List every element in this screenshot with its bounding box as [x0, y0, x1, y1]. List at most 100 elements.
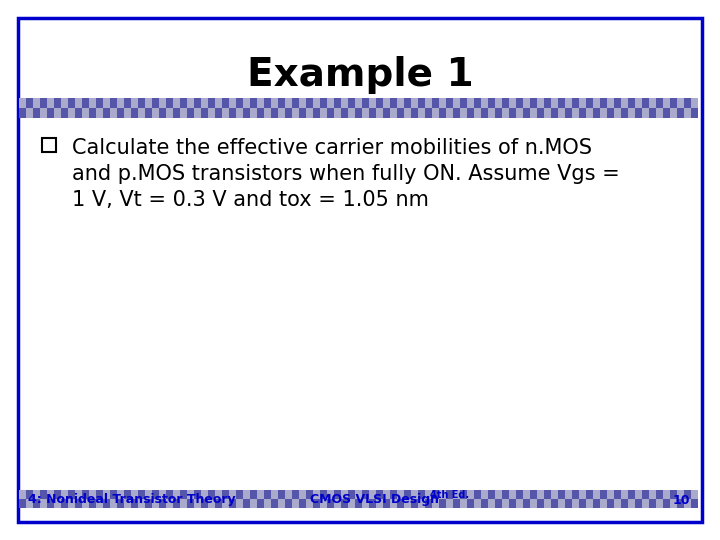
Bar: [131, 499, 138, 508]
Bar: [691, 499, 698, 508]
Bar: [670, 98, 677, 108]
Bar: [369, 108, 376, 118]
Bar: [145, 499, 152, 508]
Bar: [502, 108, 509, 118]
Bar: [334, 98, 341, 108]
Bar: [33, 108, 40, 118]
Bar: [68, 499, 75, 508]
Bar: [607, 499, 614, 508]
Bar: [96, 98, 103, 108]
Bar: [26, 98, 33, 108]
Bar: [593, 108, 600, 118]
Bar: [516, 108, 523, 118]
Bar: [313, 499, 320, 508]
Text: 1 V, Vt = 0.3 V and tox = 1.05 nm: 1 V, Vt = 0.3 V and tox = 1.05 nm: [72, 190, 429, 210]
Bar: [467, 98, 474, 108]
Bar: [628, 98, 635, 108]
Bar: [341, 499, 348, 508]
Bar: [551, 98, 558, 108]
Bar: [390, 490, 397, 499]
Bar: [222, 108, 229, 118]
Bar: [327, 499, 334, 508]
Bar: [432, 98, 439, 108]
Bar: [96, 490, 103, 499]
Bar: [215, 108, 222, 118]
Bar: [166, 490, 173, 499]
Bar: [544, 108, 551, 118]
Bar: [635, 490, 642, 499]
Bar: [285, 108, 292, 118]
Bar: [194, 490, 201, 499]
Bar: [411, 108, 418, 118]
Bar: [271, 499, 278, 508]
Bar: [117, 499, 124, 508]
Bar: [684, 499, 691, 508]
Text: and p.MOS transistors when fully ON. Assume Vgs =: and p.MOS transistors when fully ON. Ass…: [72, 164, 620, 184]
Bar: [649, 108, 656, 118]
Bar: [593, 490, 600, 499]
Bar: [418, 490, 425, 499]
Bar: [446, 108, 453, 118]
Bar: [306, 98, 313, 108]
Bar: [89, 98, 96, 108]
Bar: [502, 490, 509, 499]
Bar: [138, 490, 145, 499]
Bar: [516, 490, 523, 499]
Bar: [537, 98, 544, 108]
Bar: [488, 499, 495, 508]
Bar: [264, 490, 271, 499]
Bar: [285, 499, 292, 508]
Bar: [320, 490, 327, 499]
Text: 4: Nonideal Transistor Theory: 4: Nonideal Transistor Theory: [28, 494, 235, 507]
Bar: [607, 490, 614, 499]
Bar: [236, 490, 243, 499]
Bar: [89, 490, 96, 499]
Bar: [467, 490, 474, 499]
Bar: [306, 108, 313, 118]
Bar: [75, 499, 82, 508]
Bar: [208, 108, 215, 118]
Bar: [299, 108, 306, 118]
Bar: [61, 490, 68, 499]
Bar: [327, 108, 334, 118]
Bar: [621, 98, 628, 108]
Bar: [103, 499, 110, 508]
Bar: [243, 108, 250, 118]
Bar: [460, 98, 467, 108]
Bar: [516, 98, 523, 108]
Bar: [544, 499, 551, 508]
Bar: [530, 499, 537, 508]
Bar: [572, 499, 579, 508]
Bar: [439, 499, 446, 508]
Bar: [257, 490, 264, 499]
Bar: [523, 108, 530, 118]
Bar: [425, 98, 432, 108]
Bar: [439, 490, 446, 499]
Bar: [124, 108, 131, 118]
Bar: [47, 499, 54, 508]
Bar: [656, 108, 663, 118]
Bar: [530, 108, 537, 118]
Bar: [579, 98, 586, 108]
Bar: [474, 108, 481, 118]
Bar: [250, 490, 257, 499]
Bar: [614, 98, 621, 108]
Bar: [432, 490, 439, 499]
Bar: [376, 108, 383, 118]
Bar: [187, 499, 194, 508]
Bar: [621, 490, 628, 499]
Bar: [341, 98, 348, 108]
Bar: [600, 108, 607, 118]
Bar: [117, 108, 124, 118]
Bar: [586, 490, 593, 499]
Bar: [579, 108, 586, 118]
Bar: [292, 499, 299, 508]
Bar: [558, 98, 565, 108]
Bar: [579, 490, 586, 499]
Bar: [320, 108, 327, 118]
Bar: [628, 490, 635, 499]
Bar: [460, 108, 467, 118]
Bar: [257, 108, 264, 118]
Bar: [649, 98, 656, 108]
Bar: [404, 108, 411, 118]
